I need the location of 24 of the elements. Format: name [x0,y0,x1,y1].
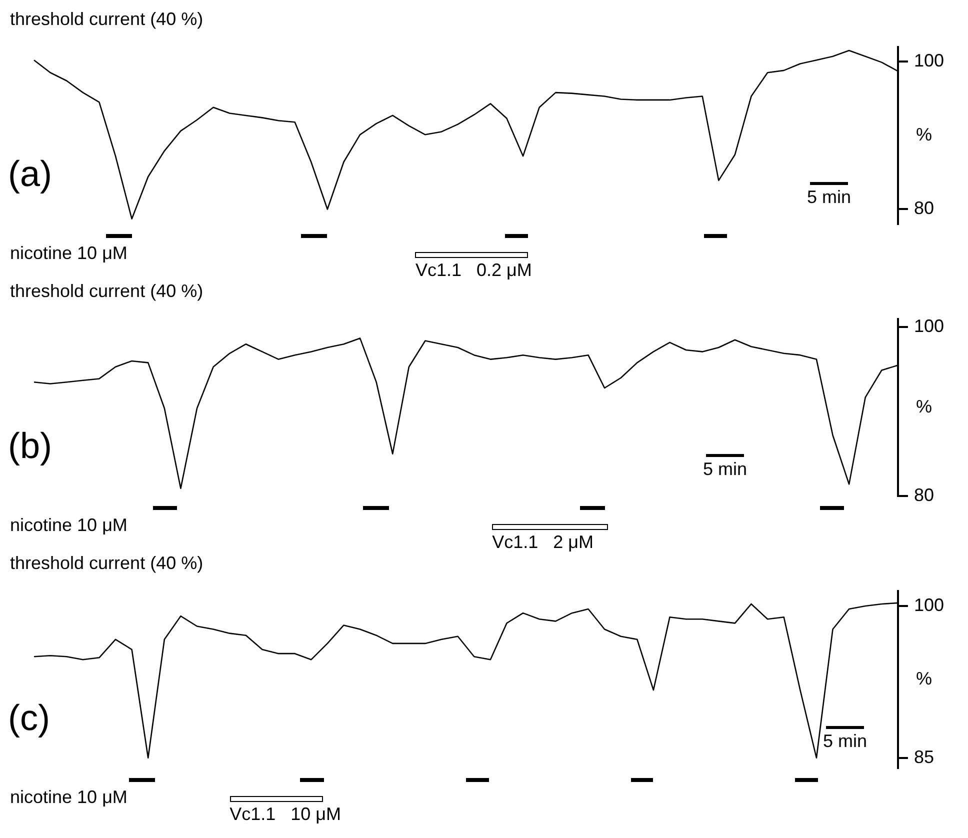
text: Vc1.1 2 μM [492,532,594,553]
annotation: (a) [8,153,52,194]
y-axis-title: % [916,124,932,144]
text: nicotine 10 μM [10,787,128,808]
annotation: (c) [8,697,50,738]
y-tick-label: 85 [914,746,934,767]
text: Vc1.1 10 μM [230,804,342,825]
annotation: 5 min [822,731,868,752]
annotation: 5 min [702,459,748,480]
chart-title: threshold current (40 %) [9,280,204,302]
y-tick-label: 100 [914,50,944,71]
text: nicotine 10 μM [10,243,128,264]
y-tick-label: 100 [914,316,944,336]
y-tick-label: 80 [914,198,934,218]
chart-title: threshold current (40 %) [9,552,204,574]
text: Vc1.1 0.2 μM [415,260,532,281]
y-tick-label: 80 [914,484,934,505]
chart-title: threshold current (40 %) [9,8,204,30]
annotation: 5 min [806,187,852,208]
y-tick-label: 100 [914,594,944,615]
text: nicotine 10 μM [10,515,128,536]
y-axis-title: % [916,396,932,416]
y-axis-title: % [916,668,932,688]
annotation: (b) [8,425,52,466]
